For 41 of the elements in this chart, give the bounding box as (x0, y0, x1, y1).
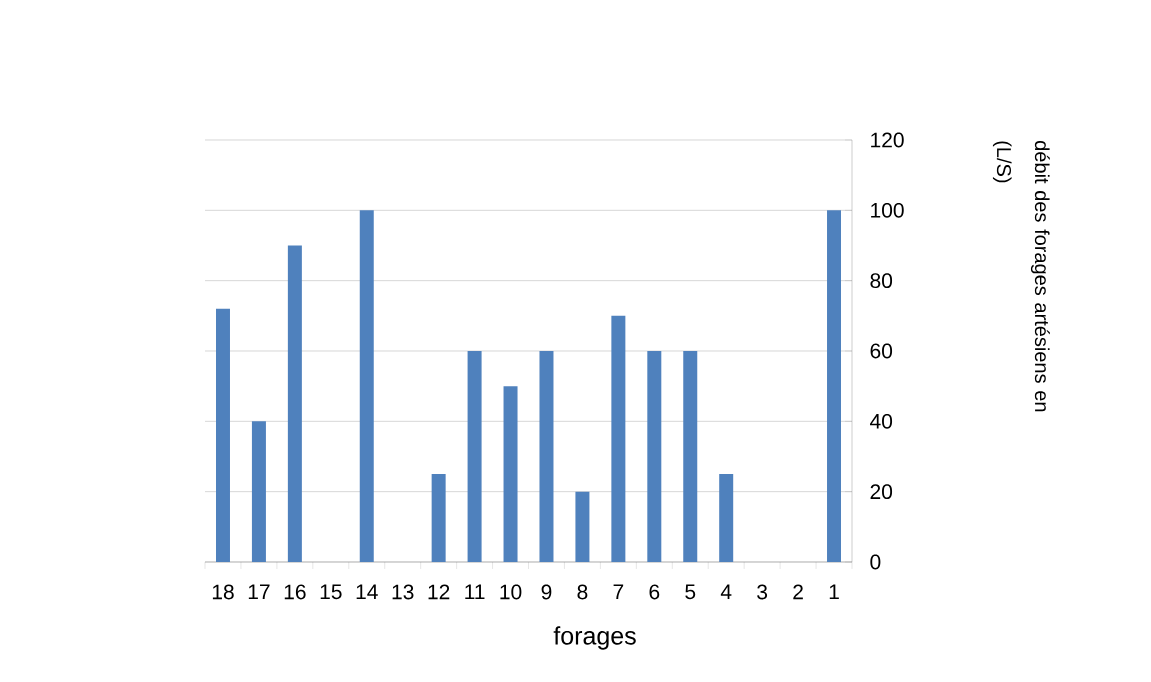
bar (647, 350, 662, 562)
x-tick-label: 5 (685, 584, 696, 600)
bar (431, 474, 446, 562)
y-tick-label: 80 (870, 273, 893, 289)
x-tick-label: 7 (613, 584, 624, 599)
x-tick-label: 1 (829, 584, 839, 599)
y-tick-label: 60 (870, 343, 893, 359)
bar (359, 210, 374, 562)
bar (827, 210, 842, 562)
bar (539, 350, 554, 562)
x-axis-title: forages (553, 626, 636, 650)
x-tick-label: 8 (577, 584, 588, 600)
x-tick-label: 16 (284, 584, 306, 600)
x-tick-label: 9 (541, 584, 552, 600)
x-tick-label: 10 (500, 584, 522, 600)
bar (503, 386, 518, 562)
bar (611, 315, 626, 562)
x-tick-label: 15 (320, 584, 342, 600)
x-tick-label: 2 (793, 584, 803, 600)
bar (251, 421, 266, 562)
x-tick-label: 3 (757, 584, 768, 600)
x-tick-label: 14 (356, 584, 378, 599)
y-tick-label: 0 (870, 554, 881, 570)
x-tick-label: 17 (248, 584, 270, 599)
y-tick-label: 100 (871, 202, 904, 218)
bar (215, 308, 230, 562)
x-tick-label: 4 (720, 584, 732, 599)
bar (287, 245, 302, 562)
x-tick-label: 13 (392, 584, 414, 600)
bar (575, 491, 590, 562)
x-tick-label: 18 (212, 584, 234, 600)
y-tick-label: 40 (870, 413, 893, 429)
y-tick-label: 20 (870, 484, 893, 500)
y-axis-title: débit des forages artésiens en (L/S) (992, 141, 1050, 412)
bar (683, 350, 698, 562)
bar (719, 474, 734, 562)
bar (467, 350, 482, 562)
y-tick-label: 120 (871, 132, 904, 148)
x-tick-label: 6 (649, 584, 660, 600)
x-tick-label: 12 (428, 584, 450, 600)
x-tick-label: 11 (465, 584, 485, 599)
